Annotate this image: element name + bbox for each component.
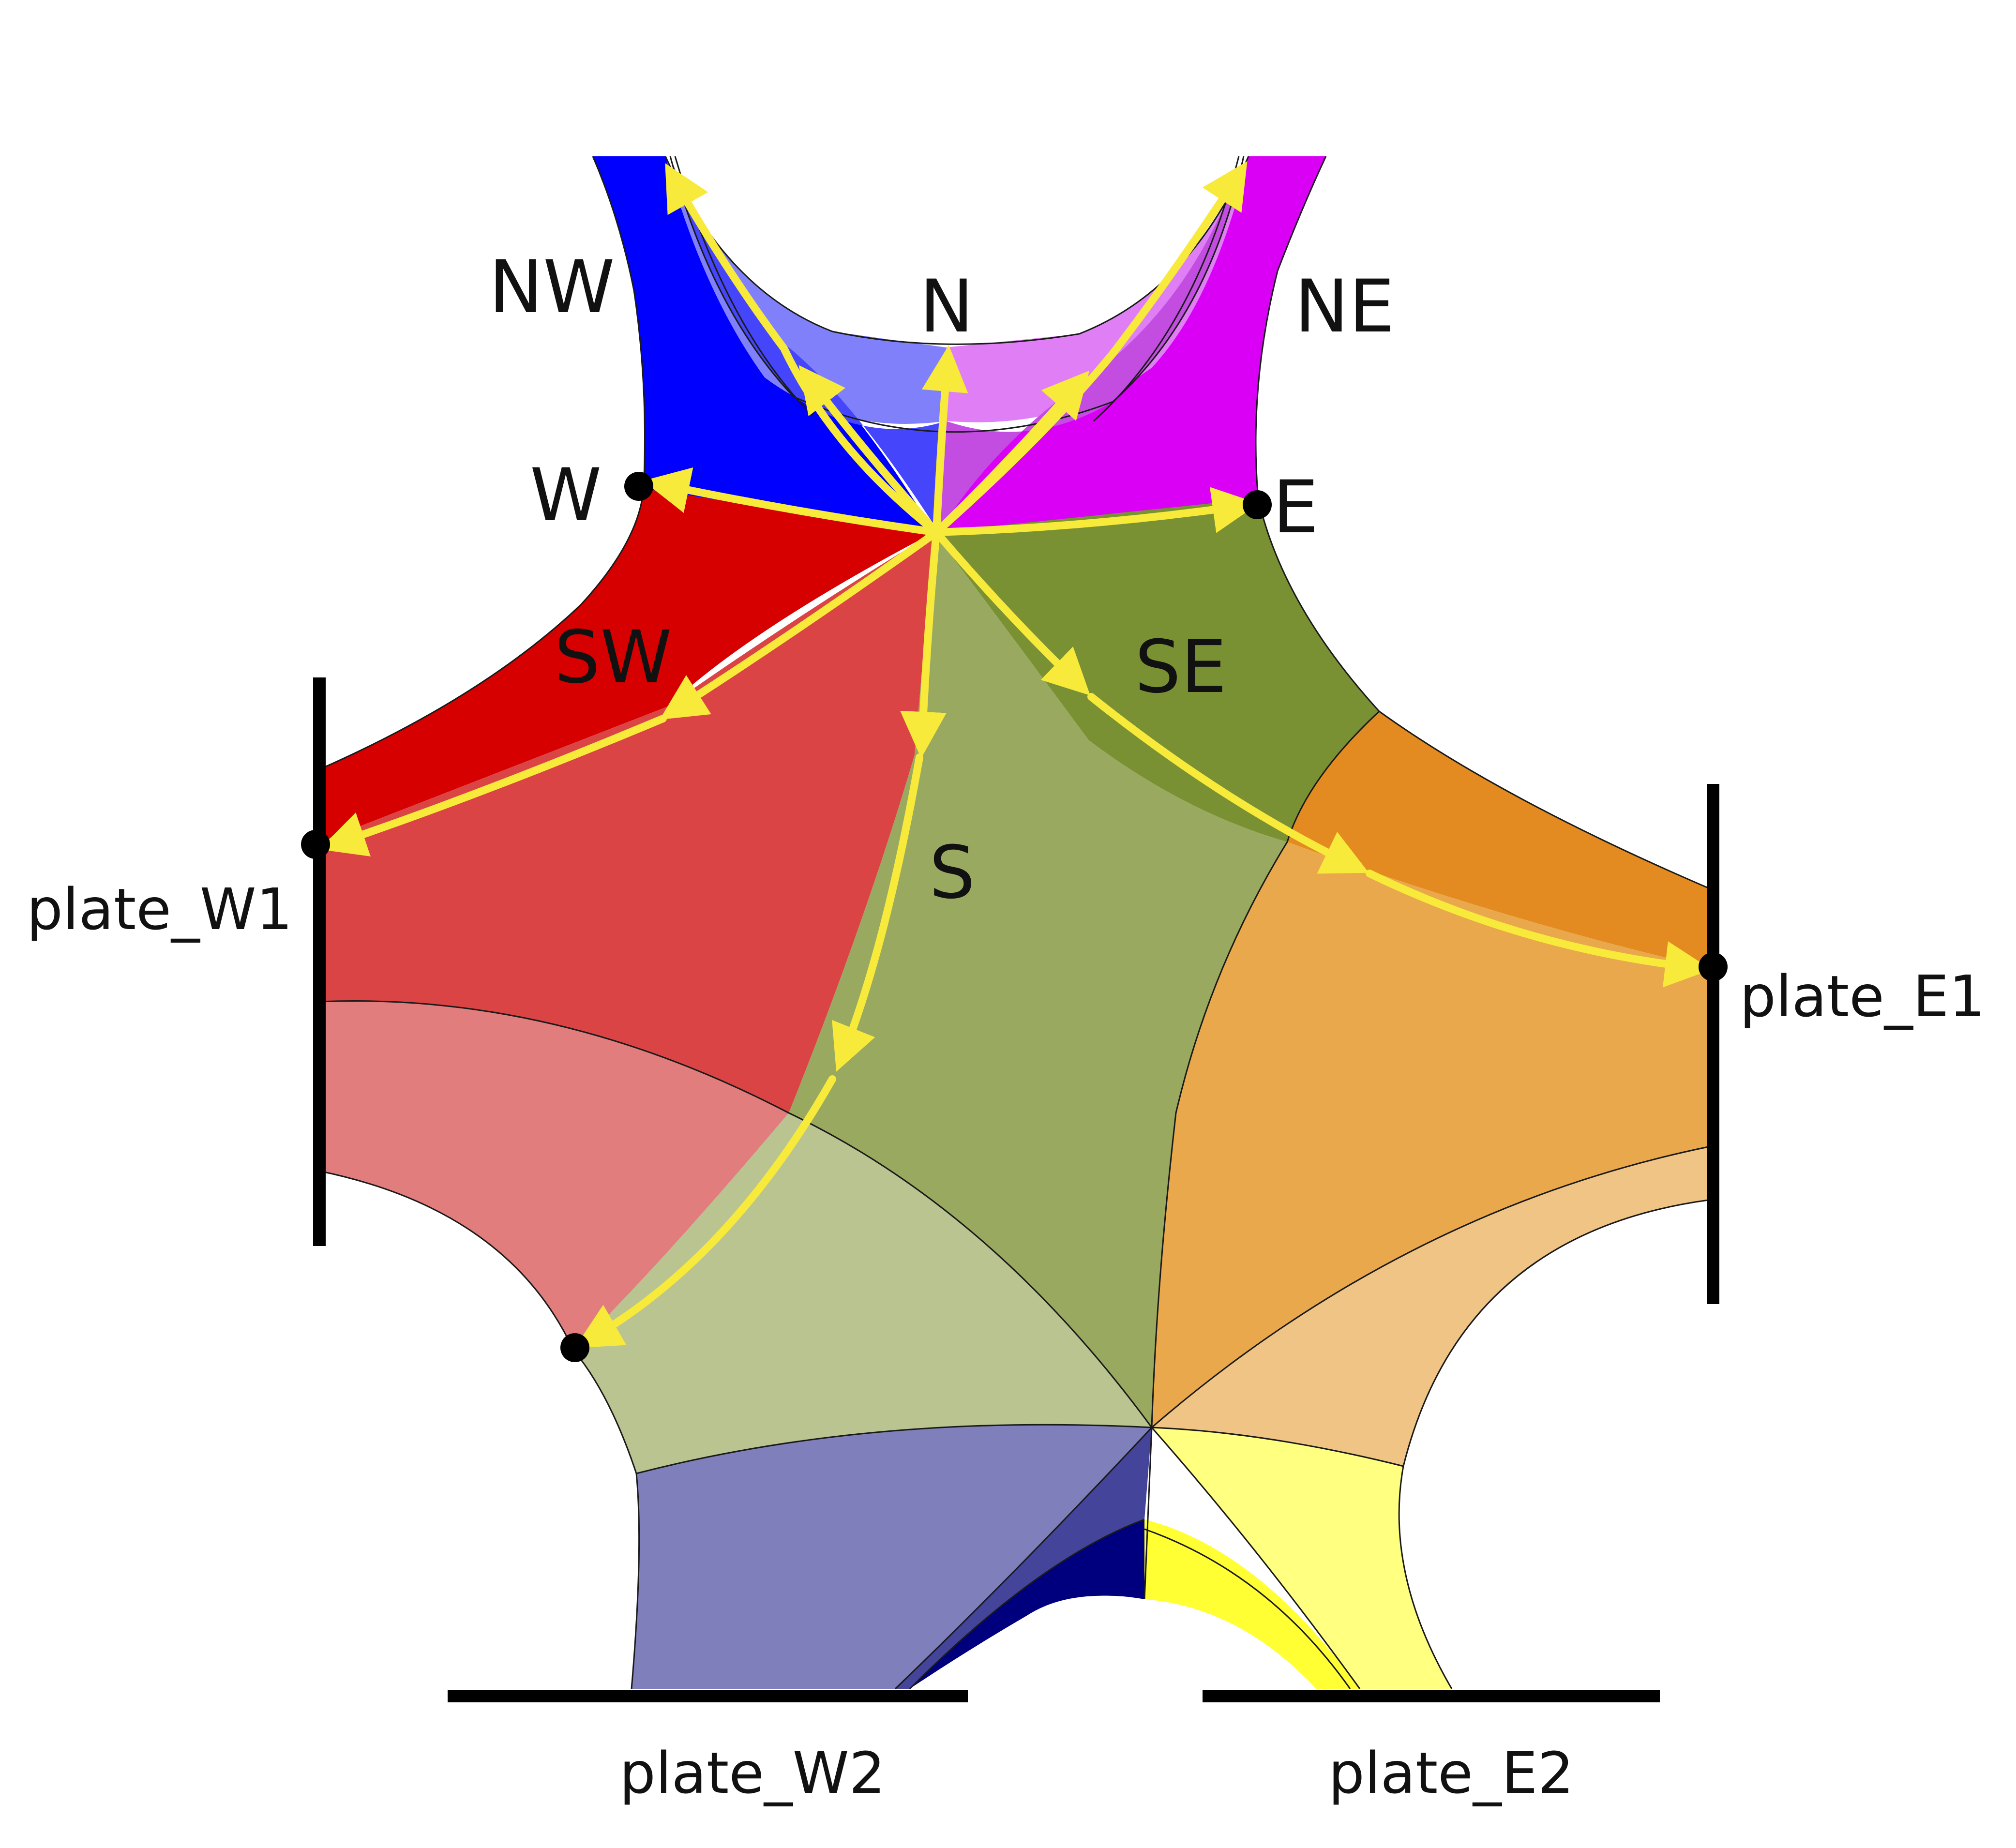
region-e2-light-yellow [1152, 1427, 1452, 1689]
label-nw: NW [489, 245, 615, 330]
label-plate-w1: plate_W1 [27, 876, 293, 943]
point-plate-w1 [301, 830, 330, 859]
region-s-olive [789, 532, 1287, 1427]
label-e: E [1273, 466, 1319, 550]
region-w2-navy [910, 1519, 1144, 1689]
edge-slate-olive [636, 1424, 1404, 1474]
label-plate-e2: plate_E2 [1328, 1740, 1574, 1806]
region-n-light-blue [665, 156, 946, 424]
ray-n [921, 345, 968, 536]
ray-s-corner [574, 1075, 836, 1348]
ray-ne-mid [933, 371, 1090, 536]
edge-center-vertical [1143, 1427, 1153, 1600]
label-sw: SW [554, 616, 672, 700]
region-e-orange [1287, 711, 1708, 968]
ray-e-plate [1366, 870, 1712, 988]
edge-outer-ne [1255, 156, 1709, 889]
edge-e2-inner-2 [1151, 1427, 1361, 1689]
ray-nw [665, 163, 940, 536]
edge-outer-sw [319, 1170, 640, 1689]
label-plate-w2: plate_W2 [619, 1740, 886, 1806]
region-sw-pink [319, 1001, 789, 1350]
edge-orange-light [1151, 1146, 1709, 1428]
region-w2-slate [632, 1425, 1152, 1689]
region-n-light-magenta [946, 156, 1249, 422]
region-s-light-olive [573, 1113, 1152, 1473]
ray-s-lower [832, 753, 923, 1072]
ray-s [900, 528, 947, 758]
label-w: W [530, 453, 602, 538]
label-ne: NE [1294, 265, 1395, 349]
ray-w [643, 467, 940, 536]
region-se-olive [934, 498, 1379, 842]
edge-indigo-navy [909, 1518, 1145, 1690]
edge-outer-se [1398, 1199, 1709, 1689]
edge-n-inner-2 [669, 156, 1245, 433]
point-w [624, 472, 653, 501]
edge-slate-indigo [894, 1427, 1153, 1690]
region-se-orange [1152, 842, 1708, 1427]
ray-sw-plate [319, 715, 667, 856]
label-se: SE [1135, 625, 1227, 709]
ray-nw-mid [798, 365, 940, 536]
region-e2-yellow [1144, 1519, 1360, 1689]
ray-e [933, 487, 1259, 536]
bottom-notch [910, 1595, 1316, 1689]
point-plate-e1 [1699, 952, 1728, 981]
ray-se-mid [1087, 693, 1369, 874]
label-n: N [919, 265, 974, 349]
ray-sw [660, 528, 940, 720]
region-e-light-orange [1152, 1147, 1708, 1466]
edge-e2-inner [1144, 1528, 1351, 1689]
point-sw-corner [560, 1333, 589, 1362]
ray-se [933, 528, 1091, 696]
label-s: S [929, 831, 975, 915]
label-plate-e1: plate_E1 [1740, 963, 1986, 1030]
edge-olive-orange [1151, 710, 1380, 1428]
region-n-mid-blue [670, 156, 946, 532]
region-sw-red [319, 532, 934, 1113]
edge-pink-red [319, 1000, 1153, 1428]
region-w-red [319, 489, 934, 842]
point-e [1243, 490, 1272, 519]
